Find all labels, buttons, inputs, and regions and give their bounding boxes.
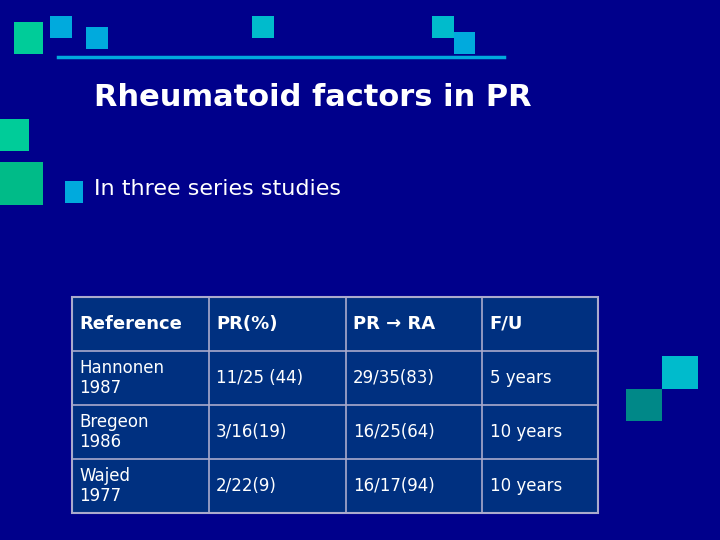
Text: Rheumatoid factors in PR: Rheumatoid factors in PR [94, 83, 531, 112]
Bar [72, 297, 598, 513]
Bar [0, 119, 29, 151]
Text: 10 years: 10 years [490, 477, 562, 495]
Bar [626, 389, 662, 421]
Bar [252, 16, 274, 38]
Bar [432, 16, 454, 38]
Text: PR(%): PR(%) [216, 315, 277, 333]
Text: 29/35(83): 29/35(83) [353, 369, 435, 387]
Bar [86, 27, 108, 49]
Bar [50, 16, 72, 38]
Text: 11/25 (44): 11/25 (44) [216, 369, 303, 387]
Text: F/U: F/U [490, 315, 523, 333]
Text: Bregeon
1986: Bregeon 1986 [79, 413, 149, 451]
Bar [65, 181, 83, 202]
Text: Reference: Reference [79, 315, 182, 333]
Text: Hannonen
1987: Hannonen 1987 [79, 359, 164, 397]
Text: 2/22(9): 2/22(9) [216, 477, 277, 495]
Bar [662, 356, 698, 389]
Bar [0, 162, 43, 205]
Text: 16/25(64): 16/25(64) [353, 423, 435, 441]
Text: 3/16(19): 3/16(19) [216, 423, 287, 441]
Bar [454, 32, 475, 54]
Text: Wajed
1977: Wajed 1977 [79, 467, 130, 505]
Text: In three series studies: In three series studies [94, 179, 341, 199]
Text: PR → RA: PR → RA [353, 315, 435, 333]
Text: 10 years: 10 years [490, 423, 562, 441]
Text: 5 years: 5 years [490, 369, 552, 387]
Bar [14, 22, 43, 54]
Text: 16/17(94): 16/17(94) [353, 477, 435, 495]
